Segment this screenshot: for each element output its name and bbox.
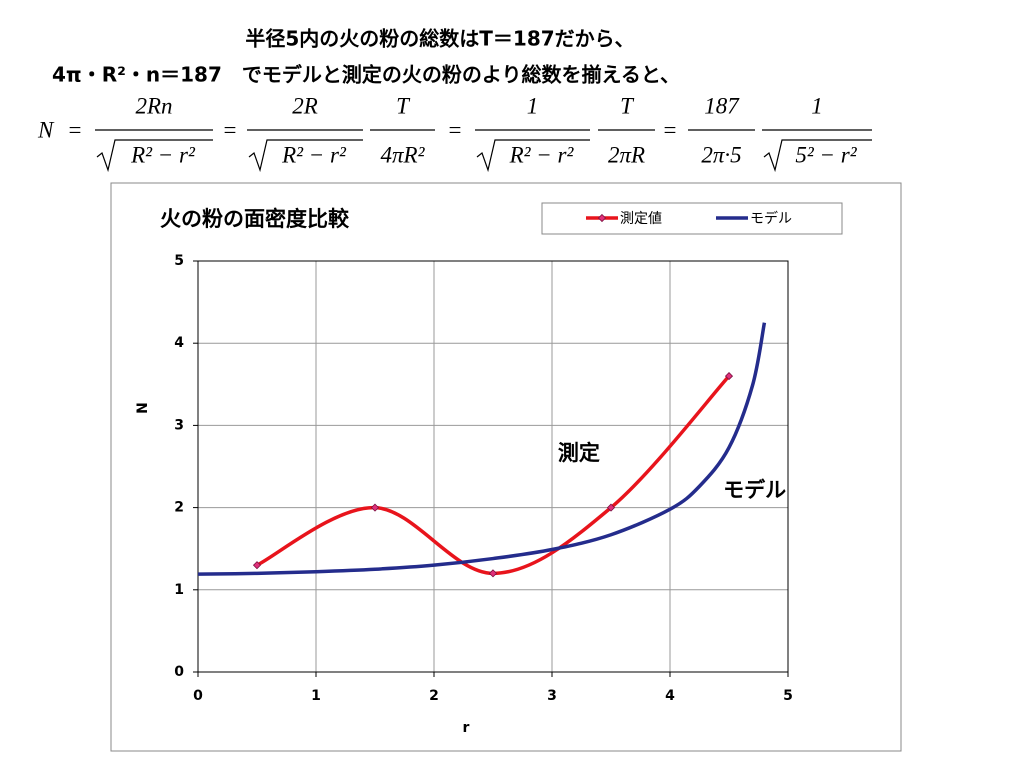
marker: [370, 503, 380, 512]
legend-label: 測定値: [620, 211, 662, 227]
denominator: 5² − r²: [795, 142, 857, 167]
radical-sign: [476, 139, 590, 173]
denominator: 2π·5: [701, 142, 741, 167]
radical-sign: [248, 139, 363, 173]
numerator: 1: [811, 93, 823, 118]
x-tick-label: 2: [429, 688, 439, 704]
denominator: 2πR: [608, 142, 645, 167]
denominator: 4πR²: [381, 142, 426, 167]
numerator: 1: [527, 93, 539, 118]
marker: [252, 561, 262, 570]
numerator: T: [620, 93, 635, 118]
y-tick-label: 4: [174, 335, 184, 351]
formula-equals: =: [69, 117, 82, 142]
x-tick-label: 1: [311, 688, 321, 704]
x-tick-label: 5: [783, 688, 793, 704]
numerator: 187: [704, 93, 740, 118]
chart-title: 火の粉の面密度比較: [160, 207, 350, 231]
x-tick-label: 0: [193, 688, 203, 704]
marker: [724, 372, 734, 381]
chart-frame: [110, 182, 902, 752]
plot-area: [197, 260, 789, 673]
denominator: R² − r²: [281, 142, 347, 167]
legend-label: モデル: [750, 210, 792, 227]
y-tick-label: 3: [174, 417, 184, 433]
formula-equals: =: [224, 117, 237, 142]
formula-equals: =: [664, 117, 677, 142]
radical-sign: [96, 139, 213, 173]
y-tick-label: 0: [174, 664, 184, 680]
denominator: R² − r²: [130, 142, 196, 167]
y-tick-label: 1: [174, 582, 184, 598]
header-line: 4π・R²・n＝187 でモデルと測定の火の粉のより総数を揃えると、: [52, 63, 680, 87]
series-line: [197, 322, 767, 576]
y-axis-label: N: [135, 402, 151, 414]
x-tick-label: 4: [665, 688, 675, 704]
numerator: 2R: [292, 93, 318, 118]
annotation: 測定: [558, 441, 600, 465]
formula-equals: =: [449, 117, 462, 142]
formula-lhs: N: [37, 117, 55, 142]
denominator: R² − r²: [509, 142, 575, 167]
marker: [488, 569, 498, 578]
numerator: 2Rn: [135, 93, 172, 118]
marker: [606, 503, 616, 512]
y-tick-label: 5: [174, 253, 184, 269]
radical-sign: [763, 139, 872, 173]
numerator: T: [396, 93, 411, 118]
header-line: 半径5内の火の粉の総数はT＝187だから、: [245, 27, 634, 51]
y-tick-label: 2: [174, 500, 184, 516]
annotation: モデル: [723, 478, 786, 502]
legend-marker: [597, 213, 607, 223]
x-axis-label: r: [463, 720, 470, 736]
x-tick-label: 3: [547, 688, 557, 704]
